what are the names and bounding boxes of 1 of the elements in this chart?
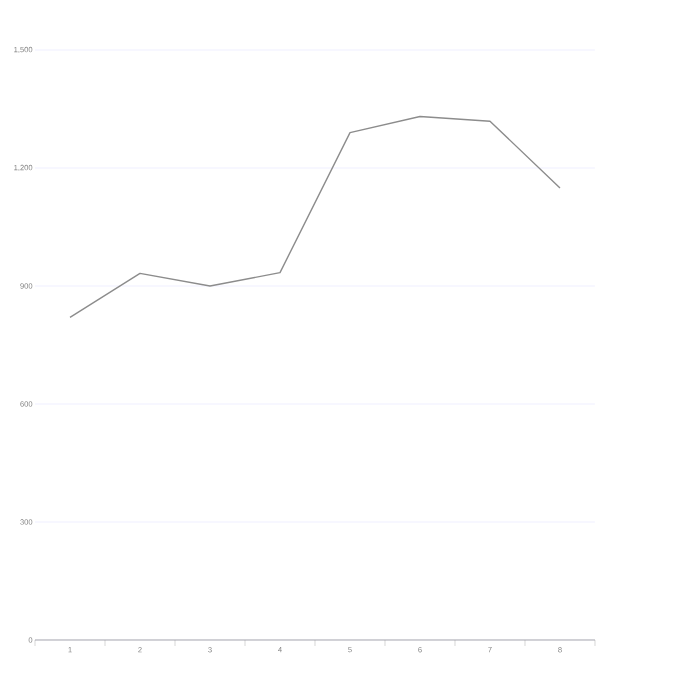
line-series: [69, 115, 561, 319]
